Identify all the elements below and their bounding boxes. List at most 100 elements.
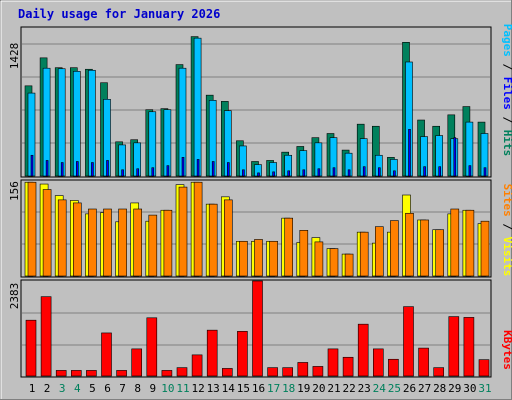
kbytes-bar [206, 329, 218, 377]
legend-text: Hits [501, 130, 512, 157]
day-label: 29 [448, 382, 461, 395]
pages-bar [287, 170, 291, 177]
kbytes-bar [297, 362, 309, 377]
pages-bar [453, 137, 457, 177]
sites-bar [299, 230, 309, 277]
day-label: 7 [119, 382, 126, 395]
hits-files-pages-bars [24, 36, 489, 177]
sites-bar [88, 208, 97, 277]
sites-bar [480, 220, 490, 277]
sites-bar [269, 240, 278, 277]
legend-text: / [501, 217, 512, 237]
legend-kbytes: KBytes [501, 330, 512, 370]
kbytes-bar [448, 316, 460, 377]
legend-text: KBytes [501, 330, 512, 370]
sites-bar [118, 208, 127, 277]
sites-bar [359, 231, 369, 277]
kbytes-bar [267, 367, 278, 377]
pages-bar [196, 159, 200, 177]
sites-bar [284, 217, 294, 277]
kbytes-bar [116, 370, 127, 377]
kbytes-bar [191, 354, 203, 377]
files-bar [193, 37, 202, 177]
pages-bar [106, 160, 109, 177]
pages-bar [91, 162, 94, 177]
day-label: 4 [74, 382, 81, 395]
day-label: 21 [327, 382, 340, 395]
sites-bar [239, 240, 248, 277]
sites-bar [405, 212, 414, 277]
sites-bar [435, 229, 445, 277]
ymax-label-visits: 156 [8, 181, 21, 201]
kbytes-bar [40, 296, 52, 377]
visits-sites-bars [24, 181, 490, 277]
pages-bar [121, 169, 124, 177]
files-bar [42, 67, 51, 177]
day-label: 25 [388, 382, 401, 395]
sites-bar [178, 186, 188, 277]
day-label: 6 [104, 382, 111, 395]
kbytes-bar [372, 348, 384, 377]
kbytes-bar [237, 331, 248, 377]
chart-title: Daily usage for January 2026 [18, 7, 220, 21]
pages-bar [30, 154, 34, 177]
legend-text: / [501, 57, 512, 77]
kbytes-bar [101, 332, 112, 377]
pages-bar [227, 162, 230, 177]
sites-bar [344, 253, 354, 277]
kbytes-bar [478, 359, 490, 377]
day-label: 20 [312, 382, 325, 395]
pages-bar [408, 129, 411, 177]
files-bar [57, 68, 66, 177]
day-label: 30 [463, 382, 476, 395]
day-label: 11 [176, 382, 189, 395]
pages-bar [468, 165, 472, 177]
sites-bar [193, 181, 203, 277]
pages-bar [438, 166, 442, 177]
kbytes-bar [388, 358, 399, 377]
day-label: 28 [433, 382, 446, 395]
sites-bar [450, 208, 460, 277]
pages-bar [272, 171, 275, 177]
kbytes-bar [463, 317, 475, 377]
kbytes-bar [403, 306, 414, 377]
kbytes-bar [25, 319, 37, 377]
kbytes-bar [252, 280, 263, 377]
day-label: 19 [297, 382, 310, 395]
legend-text: Visits [501, 237, 512, 277]
day-label: 26 [403, 382, 416, 395]
kbytes-bar [176, 367, 188, 377]
kbytes-bar [222, 368, 233, 377]
pages-bar [181, 157, 185, 177]
legend-text: Sites [501, 184, 512, 217]
day-label: 23 [358, 382, 371, 395]
day-label: 15 [237, 382, 250, 395]
sites-bar [57, 199, 67, 277]
ymax-label-hits: 1428 [8, 43, 21, 70]
sites-bar [254, 239, 263, 277]
sites-bar [420, 219, 429, 277]
x-axis-day-labels: 1 2 3 4 5 6 7 8 9 10 11 12 13 14 15 16 17 18 19 20 21 22 23 24 2… [29, 382, 492, 395]
day-label: 8 [134, 382, 141, 395]
sites-bar [103, 208, 112, 277]
pages-bar [317, 168, 321, 177]
day-label: 24 [373, 382, 387, 395]
kbytes-bar [161, 370, 173, 377]
pages-bar [347, 169, 351, 177]
sites-bar [465, 209, 475, 277]
day-label: 18 [282, 382, 295, 395]
sites-bar [390, 220, 399, 277]
legend-text: Pages [501, 24, 512, 57]
day-label: 5 [89, 382, 96, 395]
sites-bar [27, 181, 37, 277]
sites-bar [224, 199, 233, 277]
files-bar [148, 111, 157, 177]
pages-bar [166, 165, 170, 177]
day-label: 31 [478, 382, 491, 395]
day-label: 10 [161, 382, 174, 395]
kbytes-bar [342, 356, 354, 377]
pages-bar [423, 166, 426, 177]
pages-bar [362, 166, 366, 177]
sites-bar [133, 208, 142, 277]
kbytes-bar [357, 323, 369, 377]
